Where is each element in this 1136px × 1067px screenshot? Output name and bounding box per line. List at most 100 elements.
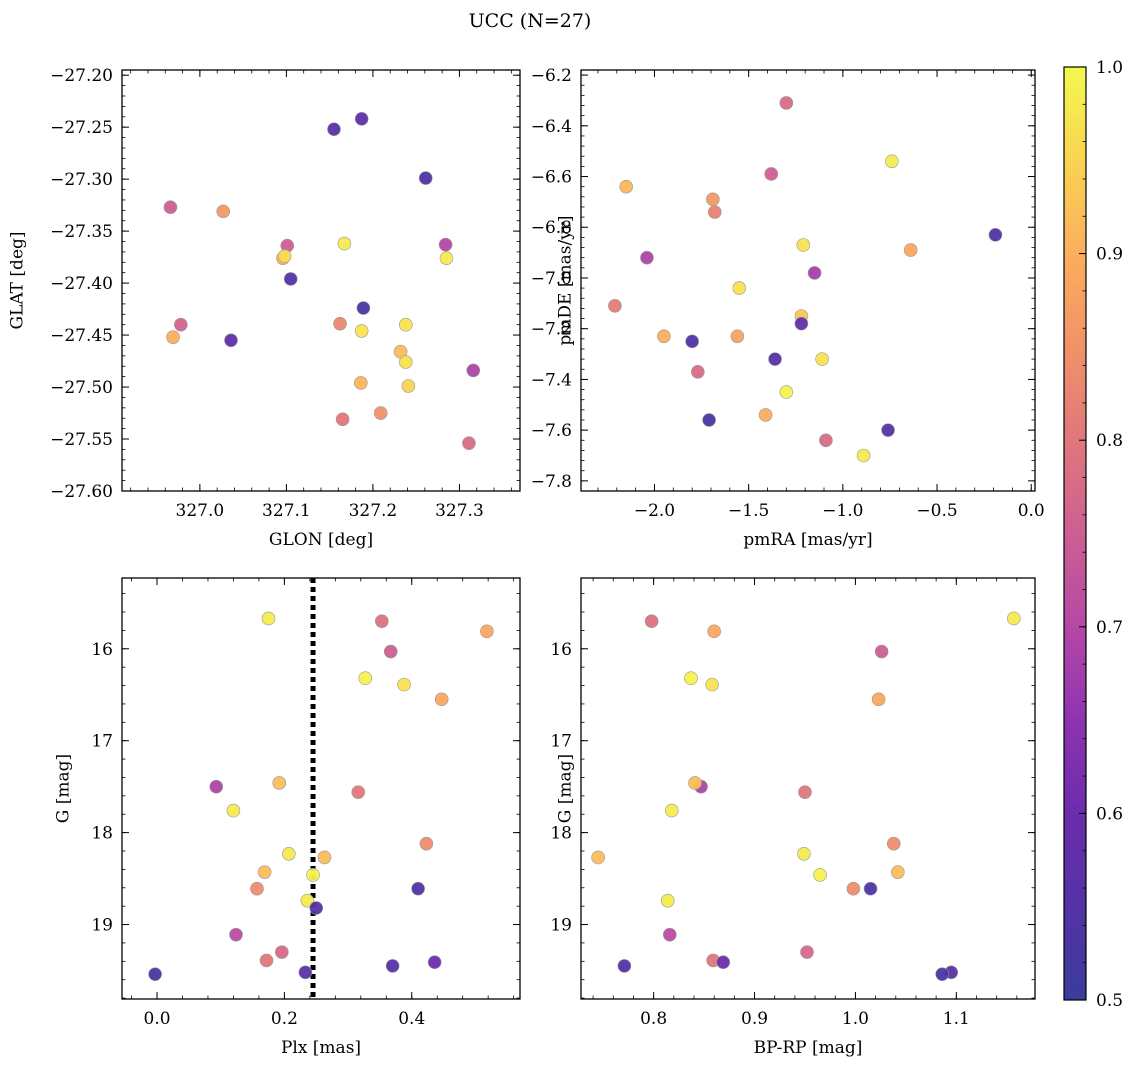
data-point: [886, 836, 901, 851]
data-point: [385, 959, 400, 973]
data-point: [309, 901, 324, 915]
data-point: [283, 272, 298, 286]
y-tick-label: 19: [91, 916, 113, 936]
scatter-panel-3: 0.0 0.2 0.4 16 17 18 19 Plx [mas] G [mag]: [54, 577, 521, 1058]
data-point: [988, 228, 1003, 242]
y-tick-label: 16: [550, 640, 572, 660]
data-point: [397, 677, 411, 692]
data-point: [174, 317, 188, 332]
data-point: [797, 846, 811, 861]
data-point: [166, 330, 180, 344]
data-point: [871, 692, 886, 707]
data-point: [657, 329, 671, 344]
y-tick-label: −27.45: [50, 326, 113, 346]
data-point: [261, 611, 276, 626]
x-tick-label: 327.0: [176, 501, 225, 521]
data-point: [272, 776, 287, 790]
data-point: [732, 281, 747, 295]
data-point: [401, 379, 416, 393]
data-point: [163, 200, 178, 215]
y-tick-label: −7.0: [531, 269, 572, 289]
data-point: [354, 324, 369, 338]
data-point: [705, 677, 719, 692]
y-tick-label: −27.50: [50, 378, 113, 398]
x-axis-label: BP-RP [mag]: [754, 1038, 863, 1058]
axes-frame: [121, 69, 521, 492]
data-point: [250, 881, 264, 896]
x-tick-label: 0.9: [741, 1009, 768, 1029]
y-axis-label: pmDE [mas/yr]: [556, 215, 576, 345]
axes-frame: [580, 69, 1036, 492]
data-point: [259, 953, 274, 968]
colorbar-gradient: [1063, 66, 1087, 1001]
data-point: [768, 352, 782, 366]
data-point: [373, 406, 388, 420]
data-point: [885, 154, 899, 169]
y-tick-label: −27.35: [50, 222, 113, 242]
data-point: [903, 243, 918, 257]
y-tick-label: −27.40: [50, 274, 113, 294]
data-point: [707, 205, 722, 219]
data-point: [439, 251, 454, 265]
colorbar-tick-label: 0.6: [1096, 804, 1123, 824]
x-tick-label: 327.3: [435, 501, 484, 521]
data-point: [317, 850, 332, 865]
scatter-panel-1: 327.0 327.1 327.2 327.3 −27.20 −27.25 −27.30 −2…: [8, 66, 521, 550]
y-tick-label: −27.60: [50, 482, 113, 502]
y-tick-label: −7.4: [531, 370, 572, 390]
data-point: [298, 965, 313, 980]
data-point: [664, 803, 679, 818]
data-point: [148, 967, 162, 981]
data-point: [398, 317, 413, 332]
data-point: [716, 955, 731, 970]
data-point: [881, 423, 895, 437]
data-point: [640, 250, 654, 265]
data-point: [418, 171, 433, 185]
data-point: [819, 433, 833, 448]
data-point: [337, 236, 352, 251]
y-tick-label: 19: [550, 916, 572, 936]
data-point: [419, 836, 434, 851]
colorbar-tick-label: 0.8: [1096, 431, 1123, 451]
y-tick-label: −27.30: [50, 170, 113, 190]
data-point: [209, 779, 224, 794]
x-tick-label: −2.0: [634, 501, 675, 521]
data-point: [224, 333, 238, 348]
data-point: [277, 249, 292, 263]
data-point: [434, 692, 449, 707]
y-axis-label: G [mag]: [54, 754, 74, 823]
data-point: [685, 334, 699, 349]
data-point: [275, 945, 289, 959]
data-point: [619, 179, 634, 194]
data-point: [794, 316, 809, 331]
x-tick-label: −1.0: [822, 501, 863, 521]
data-point: [684, 671, 698, 685]
y-tick-label: −7.6: [531, 421, 572, 441]
data-point: [333, 316, 347, 331]
data-point: [1007, 611, 1021, 626]
data-point: [398, 355, 413, 369]
data-point: [874, 644, 889, 659]
data-point: [815, 352, 829, 366]
data-point: [813, 868, 827, 882]
data-point: [863, 881, 878, 896]
colorbar: 0.5 0.6 0.7 0.8 0.9 1.0: [1063, 58, 1123, 1011]
y-axis-label: GLAT [deg]: [8, 231, 28, 329]
data-point: [662, 927, 677, 942]
data-point: [856, 448, 871, 463]
scatter-panel-2: −2.0 −1.5 −1.0 −0.5 0.0 −6.2 −6.4 −6.6 −6.8 −7.0 −…: [531, 66, 1045, 550]
data-point: [591, 850, 605, 865]
x-tick-label: 0.4: [398, 1009, 425, 1029]
data-point: [644, 614, 659, 629]
data-point: [216, 204, 231, 219]
data-point: [306, 868, 320, 882]
data-point: [411, 881, 425, 896]
y-tick-label: 18: [91, 824, 113, 844]
colorbar-tick-label: 0.9: [1096, 245, 1123, 265]
data-point: [800, 945, 814, 959]
data-point: [846, 881, 861, 896]
x-tick-label: 0.8: [640, 1009, 667, 1029]
colorbar-tick-label: 0.5: [1096, 991, 1123, 1011]
data-point: [702, 413, 716, 427]
